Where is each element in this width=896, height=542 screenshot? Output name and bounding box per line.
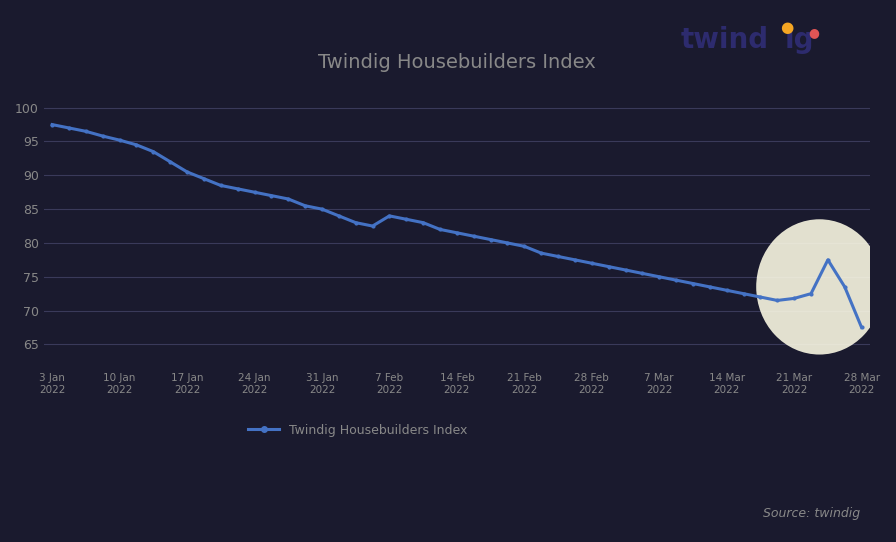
Text: ig: ig [785,26,814,54]
Legend: Twindig Housebuilders Index: Twindig Housebuilders Index [243,418,472,442]
Text: Source: twindig: Source: twindig [763,507,860,520]
Text: ●: ● [780,20,793,35]
Title: Twindig Housebuilders Index: Twindig Housebuilders Index [318,53,596,72]
Text: twind: twind [681,26,769,54]
Text: ●: ● [808,26,819,39]
Ellipse shape [756,220,883,354]
